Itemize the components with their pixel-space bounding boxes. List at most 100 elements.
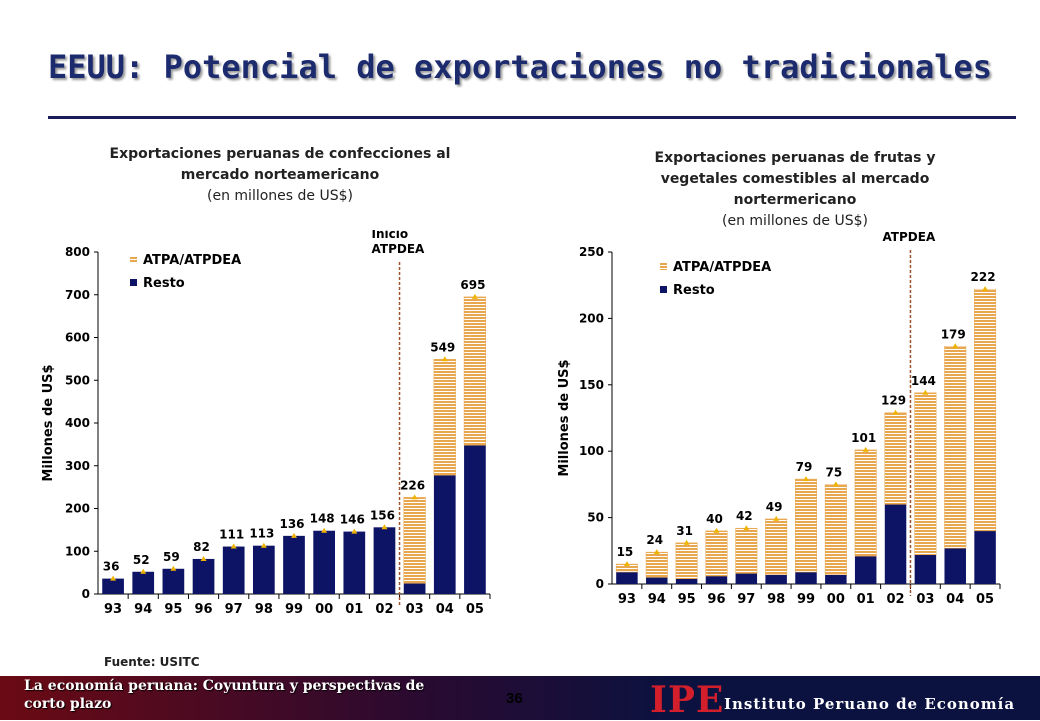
bar-atpa-95 (675, 542, 698, 579)
legend-label-resto: Resto (673, 283, 715, 298)
bar-resto-99 (795, 572, 817, 584)
data-label: 695 (460, 278, 485, 292)
y-tick-label: 0 (596, 577, 604, 591)
data-label: 222 (971, 270, 996, 284)
data-label: 144 (911, 374, 936, 388)
total-marker (862, 446, 869, 452)
bar-resto-03 (403, 583, 426, 594)
bar-resto-95 (162, 568, 185, 594)
bar-resto-04 (433, 475, 456, 594)
data-label: 111 (219, 528, 244, 542)
bar-resto-99 (283, 535, 305, 594)
x-tick-label: 94 (648, 592, 666, 607)
y-tick-label: 600 (65, 331, 90, 345)
x-tick-label: 05 (466, 602, 484, 617)
x-tick-label: 95 (164, 602, 182, 617)
legend-label-resto: Resto (143, 276, 185, 291)
data-label: 15 (617, 545, 634, 559)
total-marker (110, 575, 117, 581)
footer-bar (0, 676, 1040, 720)
y-tick-label: 800 (65, 245, 90, 259)
bar-resto-02 (373, 527, 396, 594)
total-marker (321, 527, 328, 533)
total-marker (653, 549, 660, 555)
bar-resto-98 (765, 574, 787, 584)
total-marker (291, 532, 297, 538)
data-label: 24 (646, 533, 663, 547)
data-label: 36 (103, 560, 120, 574)
left-chart-title: Exportaciones peruanas de confecciones a… (109, 146, 451, 183)
data-label: 75 (825, 465, 842, 479)
data-label: 226 (400, 478, 425, 492)
data-label: 79 (796, 460, 813, 474)
bar-atpa-05 (974, 288, 997, 532)
x-tick-label: 05 (976, 592, 994, 607)
annotation-line2: ATPDEA (882, 230, 935, 244)
x-tick-label: 93 (618, 592, 636, 607)
right-chart-title: Exportaciones peruanas de frutas y veget… (654, 150, 936, 208)
bar-resto-04 (944, 548, 966, 584)
bar-resto-98 (252, 545, 275, 594)
x-tick-label: 03 (406, 602, 424, 617)
bar-resto-94 (646, 577, 668, 584)
left-chart-heading: Exportaciones peruanas de confecciones a… (70, 144, 490, 207)
x-tick-label: 03 (916, 592, 934, 607)
x-tick-label: 00 (315, 602, 333, 617)
x-tick-label: 98 (255, 602, 273, 617)
bar-resto-96 (192, 558, 215, 594)
bar-resto-00 (313, 530, 336, 594)
data-label: 156 (370, 508, 395, 522)
bar-atpa-99 (795, 478, 817, 573)
x-tick-label: 97 (225, 602, 243, 617)
legend-swatch-atpa (660, 263, 667, 270)
total-marker (713, 527, 720, 533)
bar-resto-00 (825, 574, 847, 584)
legend-swatch-resto (130, 279, 137, 286)
bar-resto-95 (675, 578, 698, 584)
data-label: 179 (941, 327, 966, 341)
total-marker (773, 515, 780, 521)
total-marker (892, 409, 899, 415)
x-tick-label: 01 (345, 602, 363, 617)
y-tick-label: 100 (65, 544, 90, 558)
x-tick-label: 99 (797, 592, 815, 607)
slide-title: EEUU: Potencial de exportaciones no trad… (47, 48, 992, 86)
total-marker (411, 494, 418, 500)
total-marker (200, 555, 207, 561)
y-tick-label: 100 (579, 444, 604, 458)
x-tick-label: 94 (134, 602, 152, 617)
data-label: 136 (279, 517, 304, 531)
data-label: 82 (193, 540, 210, 554)
y-tick-label: 400 (65, 416, 90, 430)
total-marker (441, 356, 448, 362)
bar-atpa-97 (735, 527, 758, 574)
x-tick-label: 93 (104, 602, 122, 617)
bar-resto-96 (705, 576, 728, 584)
bar-resto-02 (884, 504, 907, 584)
total-marker (922, 389, 929, 395)
data-label: 52 (133, 553, 150, 567)
bar-resto-97 (222, 546, 245, 594)
data-label: 49 (766, 500, 783, 514)
bar-atpa-96 (705, 530, 728, 577)
total-marker (683, 539, 690, 545)
y-axis-label: Millones de US$ (557, 359, 572, 476)
total-marker (623, 561, 630, 567)
x-tick-label: 96 (194, 602, 212, 617)
bar-atpa-03 (914, 392, 937, 556)
bar-resto-01 (343, 531, 366, 594)
x-tick-label: 02 (375, 602, 393, 617)
total-marker (471, 293, 478, 299)
bar-atpa-02 (884, 412, 907, 505)
y-tick-label: 200 (65, 502, 90, 516)
title-divider (48, 116, 1016, 119)
total-marker (230, 543, 237, 549)
y-tick-label: 500 (65, 373, 90, 387)
footer-caption: La economía peruana: Coyuntura y perspec… (24, 678, 425, 712)
data-label: 40 (706, 512, 723, 526)
data-label: 31 (676, 524, 693, 538)
legend-label-atpa: ATPA/ATPDEA (143, 253, 241, 268)
x-tick-label: 95 (678, 592, 696, 607)
y-tick-label: 200 (579, 311, 604, 325)
legend-swatch-atpa (130, 256, 137, 263)
